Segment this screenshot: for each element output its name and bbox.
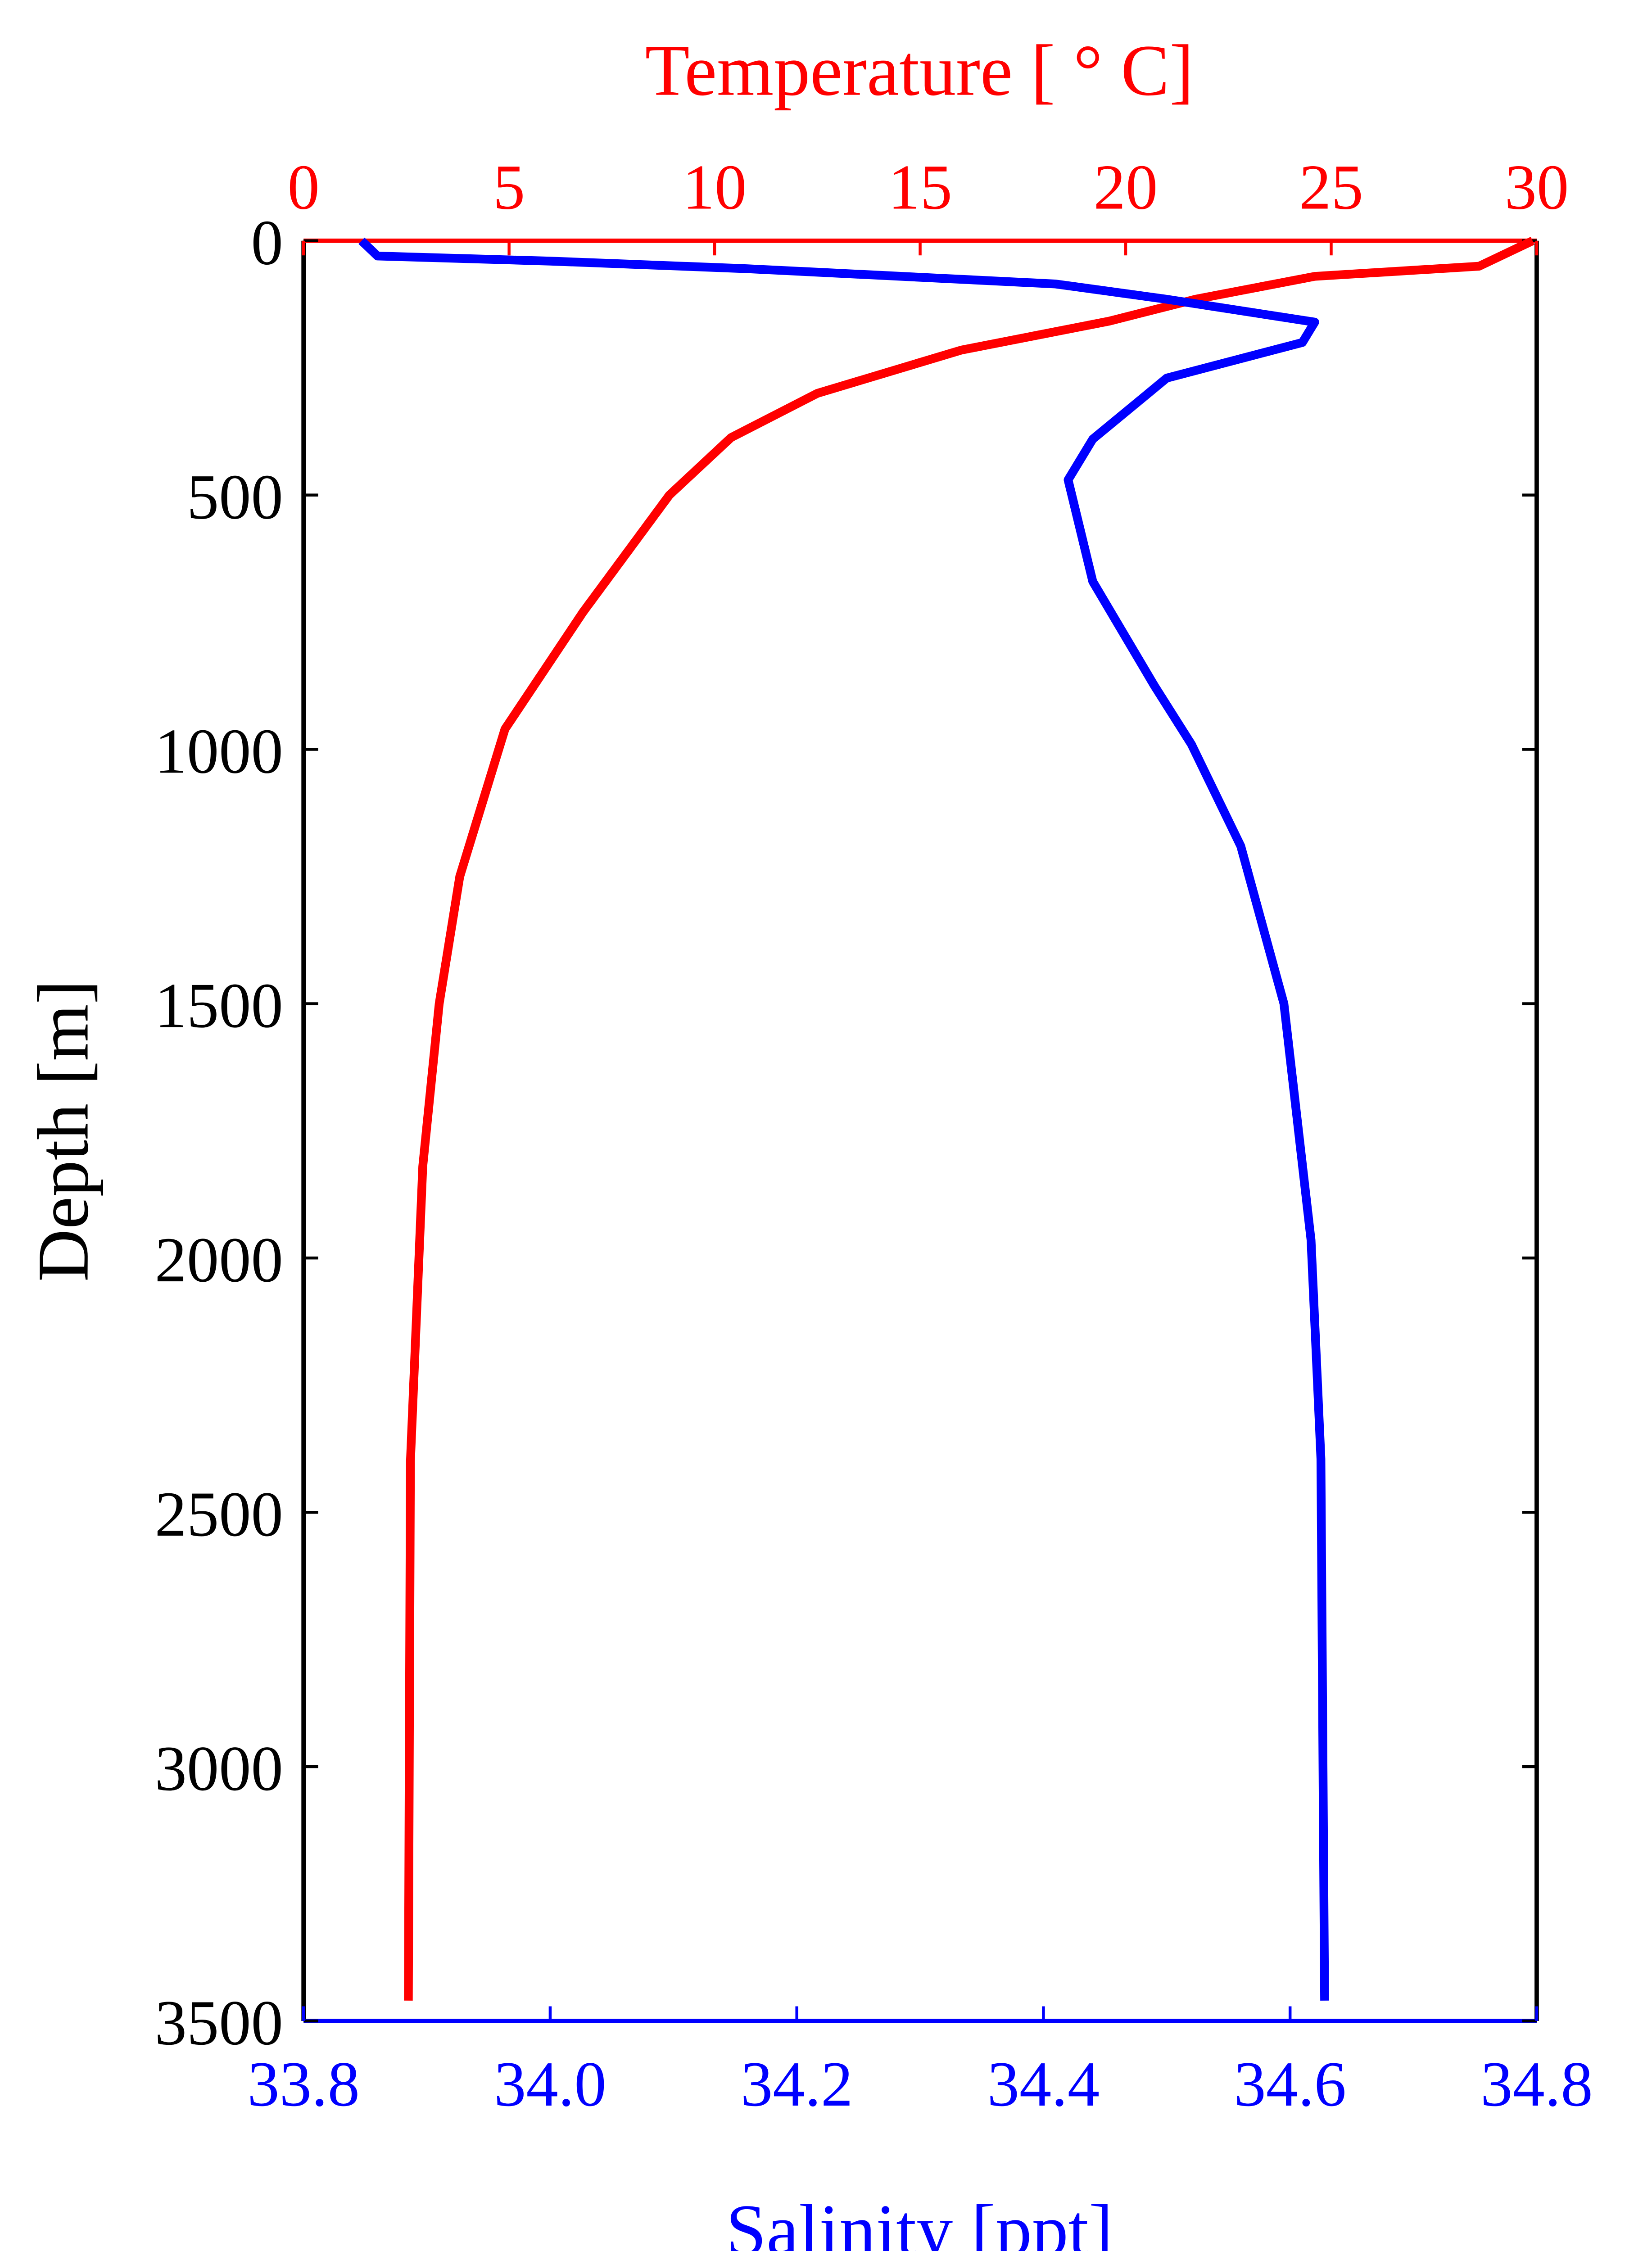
x2-tick-label: 15 (888, 151, 952, 222)
x2-tick-label: 10 (683, 151, 747, 222)
profile-line (358, 237, 1329, 2001)
x-tick-label: 34.8 (1480, 2048, 1593, 2120)
y-tick-label: 3500 (155, 1987, 283, 2058)
x2-axis-title: Temperature [ ° C] (645, 31, 1194, 111)
x-tick-label: 33.8 (247, 2048, 360, 2120)
x-tick-label: 34.6 (1234, 2048, 1346, 2120)
x2-tick-label: 30 (1505, 151, 1569, 222)
y-tick-label: 1500 (155, 970, 283, 1041)
profile-line (404, 237, 1534, 2001)
y-axis-title: Depth [m] (23, 980, 104, 1282)
x-axis-title: Salinity [ppt] (726, 2190, 1113, 2251)
x2-tick-label: 20 (1094, 151, 1158, 222)
y-tick-label: 2000 (155, 1224, 283, 1295)
y-tick-label: 2500 (155, 1478, 283, 1550)
y-tick-label: 500 (187, 461, 283, 533)
x2-tick-label: 0 (288, 151, 320, 222)
y-tick-label: 1000 (155, 715, 283, 786)
x-tick-label: 34.2 (741, 2048, 853, 2120)
x-tick-label: 34.0 (494, 2048, 606, 2120)
y-tick-label: 3000 (155, 1733, 283, 1804)
x2-tick-label: 5 (493, 151, 525, 222)
x-tick-label: 34.4 (987, 2048, 1100, 2120)
y-tick-label: 0 (251, 207, 283, 278)
x2-tick-label: 25 (1299, 151, 1363, 222)
